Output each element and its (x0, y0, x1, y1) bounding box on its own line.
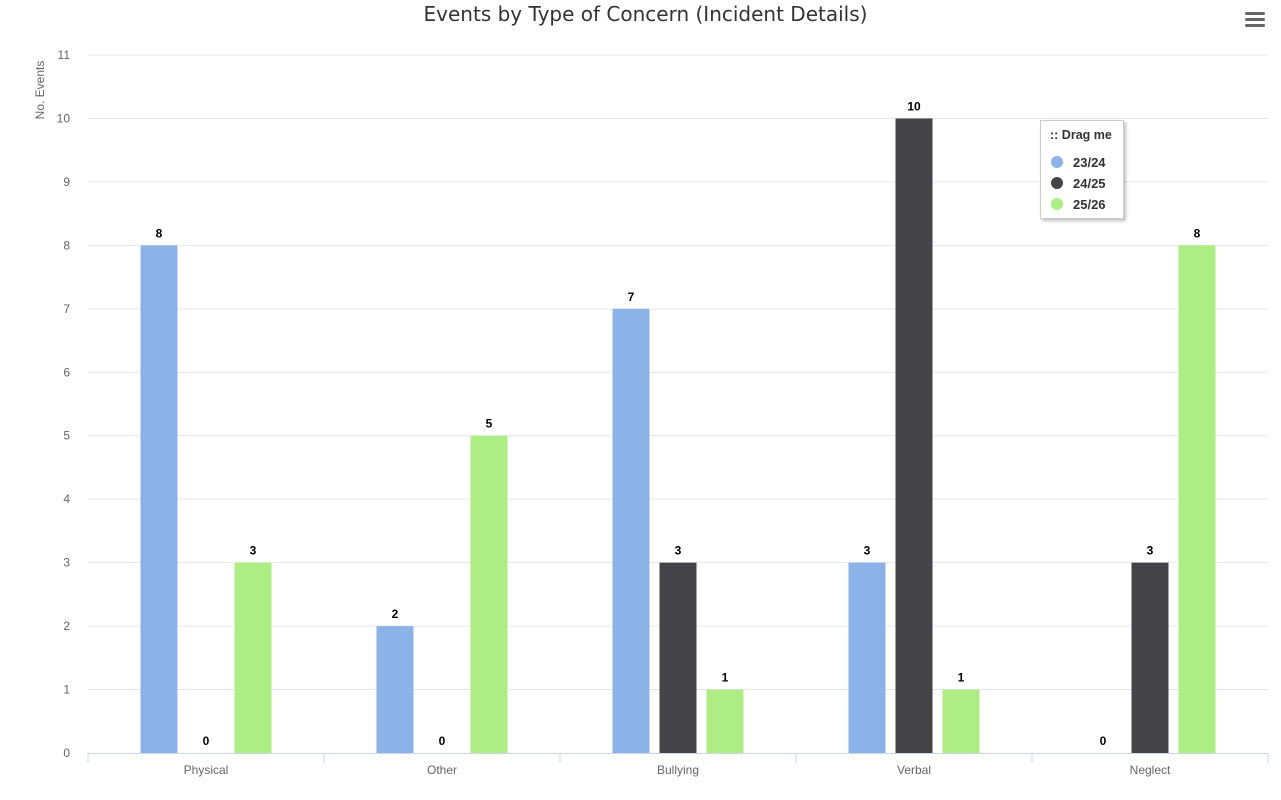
data-label: 1 (722, 671, 729, 685)
legend-symbol (1051, 156, 1063, 168)
y-tick-label: 8 (63, 238, 70, 252)
bar[interactable] (1178, 245, 1216, 753)
y-tick-label: 9 (63, 175, 70, 189)
data-label: 3 (675, 544, 682, 558)
bar[interactable] (895, 118, 933, 754)
bar-series (140, 118, 1216, 754)
y-tick-label: 6 (63, 365, 70, 379)
y-tick-label: 3 (63, 556, 70, 570)
data-label: 8 (1194, 226, 1201, 240)
y-tick-label: 5 (63, 429, 70, 443)
data-label: 1 (958, 671, 965, 685)
data-label: 2 (392, 607, 399, 621)
chart-title: Events by Type of Concern (Incident Deta… (423, 2, 868, 26)
data-label: 0 (203, 734, 210, 748)
bar[interactable] (470, 435, 508, 753)
data-label: 0 (439, 734, 446, 748)
y-tick-label: 7 (63, 302, 70, 316)
x-tick-label: Verbal (897, 763, 931, 777)
data-labels: 8 2 7 3 0 0 0 3 10 3 3 5 1 1 8 (156, 99, 1201, 748)
y-axis-label: No. Events (33, 61, 47, 120)
legend-label: 24/25 (1073, 175, 1106, 191)
data-label: 7 (628, 290, 635, 304)
data-label: 10 (907, 99, 921, 113)
y-tick-label: 11 (58, 48, 71, 62)
data-label: 3 (864, 544, 871, 558)
bar[interactable] (612, 308, 650, 753)
y-tick-label: 10 (57, 111, 71, 125)
x-tick-label: Bullying (657, 763, 699, 777)
legend-item[interactable]: 25/26 (1051, 195, 1106, 213)
bar[interactable] (1131, 562, 1169, 753)
bar[interactable] (234, 562, 272, 753)
data-label: 3 (250, 544, 257, 558)
x-tick-label: Neglect (1130, 763, 1171, 777)
legend-label: 23/24 (1073, 154, 1106, 170)
grid-lines (88, 54, 1268, 691)
bar[interactable] (848, 562, 886, 753)
data-label: 5 (486, 417, 493, 431)
bar[interactable] (659, 562, 697, 753)
data-label: 0 (1100, 734, 1107, 748)
legend-label: 25/26 (1073, 196, 1106, 212)
x-tick-label: Other (427, 763, 457, 777)
legend-item[interactable]: 24/25 (1051, 174, 1106, 192)
y-tick-label: 0 (63, 746, 70, 760)
y-tick-label: 4 (63, 492, 70, 506)
data-label: 8 (156, 226, 163, 240)
y-tick-label: 2 (63, 619, 70, 633)
bar[interactable] (706, 689, 744, 753)
legend-symbol (1051, 198, 1063, 210)
chart-menu-button[interactable] (1240, 8, 1270, 30)
data-label: 3 (1147, 544, 1154, 558)
legend-item[interactable]: 23/24 (1051, 153, 1106, 171)
y-tick-label: 1 (63, 683, 70, 697)
bar[interactable] (140, 245, 178, 753)
bar[interactable] (376, 626, 414, 753)
hamburger-menu-icon (1245, 12, 1265, 27)
x-tick-label: Physical (184, 763, 229, 777)
bar[interactable] (942, 689, 980, 753)
legend-symbol (1051, 177, 1063, 189)
legend-title: :: Drag me (1050, 128, 1112, 142)
